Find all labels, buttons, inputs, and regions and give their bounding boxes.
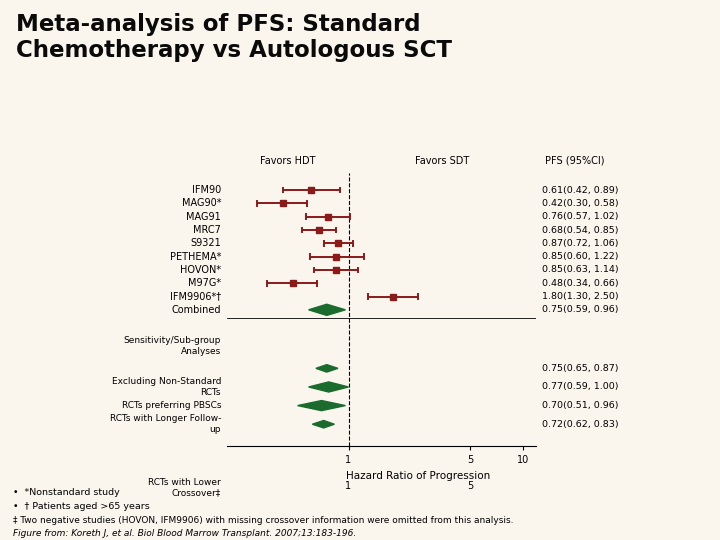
Text: S9321: S9321 xyxy=(190,238,221,248)
Text: 0.87(0.72, 1.06): 0.87(0.72, 1.06) xyxy=(542,239,618,248)
Text: 0.85(0.63, 1.14): 0.85(0.63, 1.14) xyxy=(542,265,618,274)
Text: IFM90: IFM90 xyxy=(192,185,221,195)
Text: RCTs preferring PBSCs: RCTs preferring PBSCs xyxy=(122,401,221,410)
Text: M97G*: M97G* xyxy=(188,278,221,288)
Text: •  † Patients aged >65 years: • † Patients aged >65 years xyxy=(13,502,150,511)
Text: 0.75(0.59, 0.96): 0.75(0.59, 0.96) xyxy=(542,305,618,314)
Text: 0.85(0.60, 1.22): 0.85(0.60, 1.22) xyxy=(542,252,618,261)
Text: Excluding Non-Standard
RCTs: Excluding Non-Standard RCTs xyxy=(112,377,221,397)
Text: 0.77(0.59, 1.00): 0.77(0.59, 1.00) xyxy=(542,382,618,392)
Text: PFS (95%CI): PFS (95%CI) xyxy=(545,156,604,166)
Text: 0.75(0.65, 0.87): 0.75(0.65, 0.87) xyxy=(542,364,618,373)
Text: 0.42(0.30, 0.58): 0.42(0.30, 0.58) xyxy=(542,199,618,208)
Text: 0.76(0.57, 1.02): 0.76(0.57, 1.02) xyxy=(542,212,618,221)
Text: IFM9906*†: IFM9906*† xyxy=(170,292,221,301)
Text: Figure from: Koreth J, et al. Biol Blood Marrow Transplant. 2007;13:183-196.: Figure from: Koreth J, et al. Biol Blood… xyxy=(13,529,356,538)
Polygon shape xyxy=(297,401,346,410)
Text: MAG91: MAG91 xyxy=(186,212,221,222)
Polygon shape xyxy=(309,304,346,315)
Text: Combined: Combined xyxy=(171,305,221,315)
Text: Sensitivity/Sub-group
Analyses: Sensitivity/Sub-group Analyses xyxy=(124,336,221,356)
Text: RCTs with Longer Follow-
up: RCTs with Longer Follow- up xyxy=(109,414,221,434)
Text: MRC7: MRC7 xyxy=(193,225,221,235)
Polygon shape xyxy=(316,364,338,372)
Text: 1.80(1.30, 2.50): 1.80(1.30, 2.50) xyxy=(542,292,618,301)
Text: Meta-analysis of PFS: Standard
Chemotherapy vs Autologous SCT: Meta-analysis of PFS: Standard Chemother… xyxy=(16,14,452,62)
Text: 0.48(0.34, 0.66): 0.48(0.34, 0.66) xyxy=(542,279,618,288)
Text: Favors SDT: Favors SDT xyxy=(415,156,469,166)
Text: PETHEMA*: PETHEMA* xyxy=(170,252,221,261)
Text: HOVON*: HOVON* xyxy=(180,265,221,275)
Text: Favors HDT: Favors HDT xyxy=(260,156,315,166)
Text: 1: 1 xyxy=(346,481,351,491)
Text: 0.72(0.62, 0.83): 0.72(0.62, 0.83) xyxy=(542,420,618,429)
Text: 5: 5 xyxy=(467,481,473,491)
Polygon shape xyxy=(312,421,334,428)
Text: ‡ Two negative studies (HOVON, IFM9906) with missing crossover information were : ‡ Two negative studies (HOVON, IFM9906) … xyxy=(13,516,513,525)
Text: 0.70(0.51, 0.96): 0.70(0.51, 0.96) xyxy=(542,401,618,410)
Text: 0.61(0.42, 0.89): 0.61(0.42, 0.89) xyxy=(542,186,618,194)
Text: MAG90*: MAG90* xyxy=(181,198,221,208)
Text: RCTs with Lower
Crossover‡: RCTs with Lower Crossover‡ xyxy=(148,478,221,497)
Text: Hazard Ratio of Progression: Hazard Ratio of Progression xyxy=(346,471,490,481)
Text: 0.68(0.54, 0.85): 0.68(0.54, 0.85) xyxy=(542,226,618,234)
Polygon shape xyxy=(309,382,348,392)
Text: •  *Nonstandard study: • *Nonstandard study xyxy=(13,488,120,497)
